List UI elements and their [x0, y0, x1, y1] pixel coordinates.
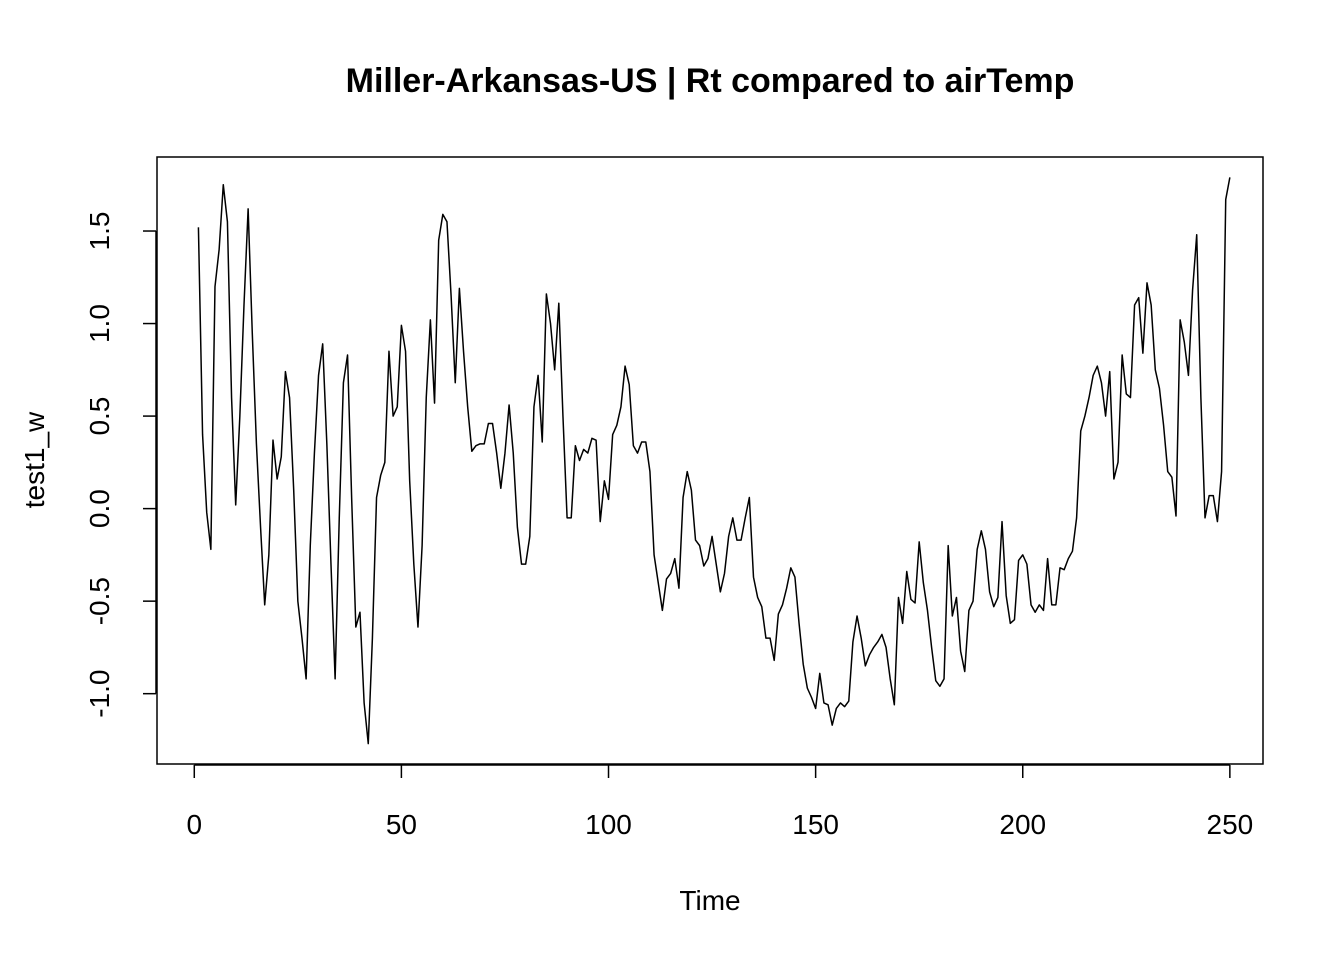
x-axis-label: Time [679, 885, 740, 916]
x-axis: 0 50 100 150 200 250 [186, 764, 1254, 840]
x-tick-label: 0 [186, 809, 202, 840]
x-tick-label: 50 [386, 809, 417, 840]
x-tick-label: 200 [999, 809, 1046, 840]
x-tick-label: 150 [792, 809, 839, 840]
y-axis-label: test1_w [19, 411, 50, 508]
y-tick-label: 0.0 [84, 489, 115, 528]
x-tick-label: 250 [1207, 809, 1254, 840]
y-tick-label: 1.5 [84, 212, 115, 251]
y-tick-label: 1.0 [84, 304, 115, 343]
plot-area-frame [156, 156, 1264, 765]
y-tick-label: -1.0 [84, 670, 115, 718]
series-line-test1_w [197, 177, 1231, 745]
chart-title: Miller-Arkansas-US | Rt compared to airT… [346, 62, 1075, 100]
y-tick-label: 0.5 [84, 397, 115, 436]
y-tick-label: -0.5 [84, 577, 115, 625]
y-axis: -1.0 -0.5 0.0 0.5 1.0 1.5 [84, 212, 157, 718]
x-tick-label: 100 [585, 809, 632, 840]
